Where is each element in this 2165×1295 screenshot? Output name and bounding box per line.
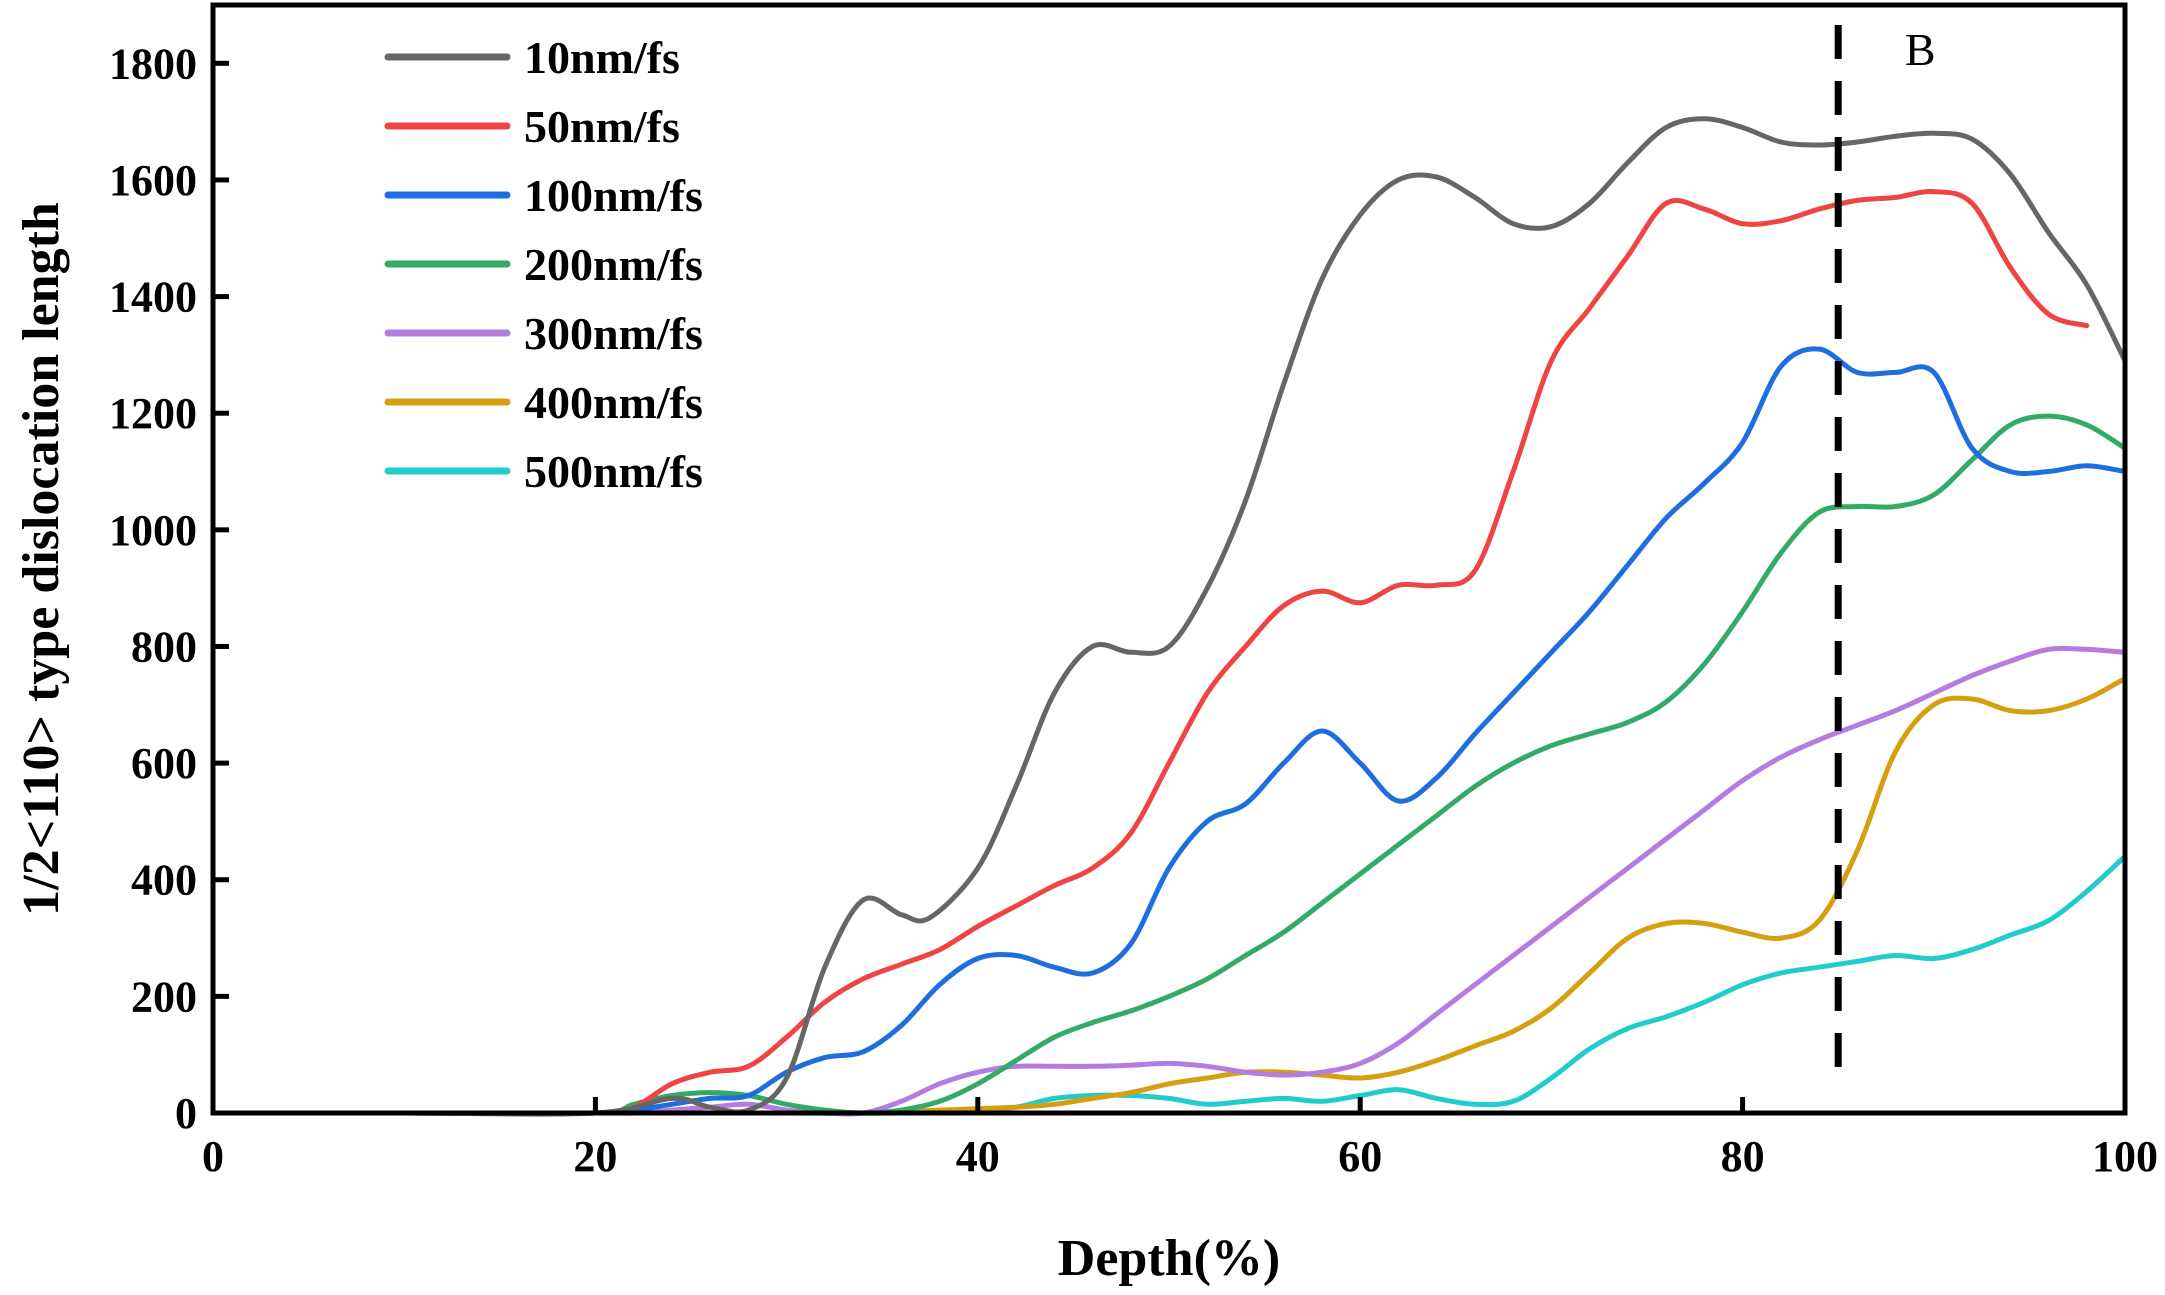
legend-item: 400nm/fs <box>384 377 703 428</box>
y-tick-label: 1800 <box>109 39 197 88</box>
legend-item: 100nm/fs <box>384 170 703 221</box>
legend-label: 10nm/fs <box>524 32 680 83</box>
y-tick-label: 1000 <box>109 506 197 555</box>
legend-label: 50nm/fs <box>524 101 680 152</box>
y-tick-label: 200 <box>131 972 197 1021</box>
legend-label: 200nm/fs <box>524 239 703 290</box>
legend-item: 10nm/fs <box>384 32 680 83</box>
annotation-layer: B <box>1834 24 1936 1075</box>
y-axis-title: 1/2<110> type dislocation length <box>13 202 70 916</box>
series-line-100nm-fs <box>210 346 2128 1116</box>
plot-frame <box>210 2 2128 1116</box>
legend-item: 50nm/fs <box>384 101 680 152</box>
x-axis-title: Depth(%) <box>1058 1230 1280 1287</box>
legend-item: 500nm/fs <box>384 446 703 497</box>
legend-label: 400nm/fs <box>524 377 703 428</box>
x-tick-label: 20 <box>573 1132 617 1181</box>
annotation-label: B <box>1905 24 1936 75</box>
y-tick-label: 0 <box>175 1089 197 1138</box>
series-line-300nm-fs <box>210 645 2128 1117</box>
legend: 10nm/fs 50nm/fs 100nm/fs 200nm/fs 300nm/fs 40… <box>384 32 703 497</box>
y-tick-label: 800 <box>131 622 197 671</box>
x-tick-label: 0 <box>202 1132 224 1181</box>
legend-item: 300nm/fs <box>384 308 703 359</box>
series-line-10nm-fs <box>210 116 2128 1117</box>
y-tick-label: 1200 <box>109 389 197 438</box>
x-tick-label: 60 <box>1338 1132 1382 1181</box>
legend-label: 300nm/fs <box>524 308 703 359</box>
y-tick-label: 600 <box>131 739 197 788</box>
y-tick-label: 400 <box>131 856 197 905</box>
legend-item: 200nm/fs <box>384 239 703 290</box>
y-tick-label: 1600 <box>109 156 197 205</box>
ticks-layer: 0 20 40 60 80 1000200400600800100012001400160… <box>109 39 2158 1181</box>
x-tick-label: 40 <box>956 1132 1000 1181</box>
x-tick-label: 100 <box>2092 1132 2158 1181</box>
series-line-50nm-fs <box>210 189 2090 1116</box>
x-tick-label: 80 <box>1721 1132 1765 1181</box>
legend-label: 100nm/fs <box>524 170 703 221</box>
y-tick-label: 1400 <box>109 273 197 322</box>
legend-label: 500nm/fs <box>524 446 703 497</box>
